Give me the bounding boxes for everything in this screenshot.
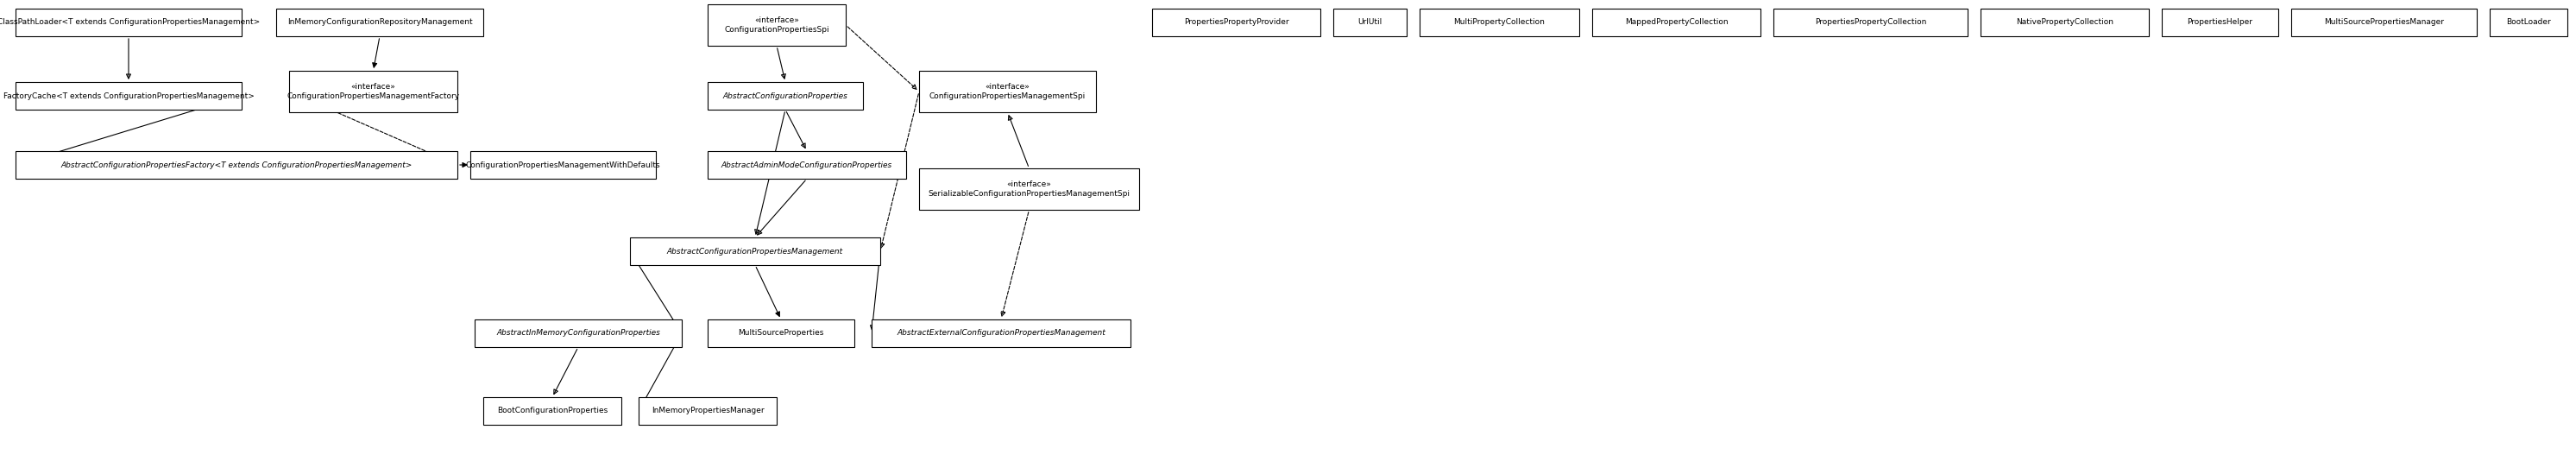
Text: PropertiesPropertyProvider: PropertiesPropertyProvider: [1185, 18, 1288, 27]
Text: «interface»
ConfigurationPropertiesManagementSpi: «interface» ConfigurationPropertiesManag…: [930, 83, 1084, 100]
Text: UrlUtil: UrlUtil: [1358, 18, 1383, 27]
Text: PropertiesPropertyCollection: PropertiesPropertyCollection: [1814, 18, 1927, 27]
Text: BootLoader: BootLoader: [2506, 18, 2550, 27]
Text: FactoryCache<T extends ConfigurationPropertiesManagement>: FactoryCache<T extends ConfigurationProp…: [3, 92, 255, 100]
Text: AbstractExternalConfigurationPropertiesManagement: AbstractExternalConfigurationPropertiesM…: [896, 329, 1105, 337]
Text: MultiPropertyCollection: MultiPropertyCollection: [1453, 18, 1546, 27]
Bar: [1334, 9, 1406, 36]
Text: MappedPropertyCollection: MappedPropertyCollection: [1625, 18, 1728, 27]
Text: AbstractConfigurationPropertiesFactory<T extends ConfigurationPropertiesManageme: AbstractConfigurationPropertiesFactory<T…: [62, 161, 412, 169]
Text: AbstractInMemoryConfigurationProperties: AbstractInMemoryConfigurationProperties: [497, 329, 659, 337]
Bar: [15, 82, 242, 109]
Bar: [1151, 9, 1321, 36]
Text: «interface»
ConfigurationPropertiesManagementFactory: «interface» ConfigurationPropertiesManag…: [286, 83, 459, 100]
Bar: [484, 397, 621, 425]
Bar: [471, 151, 657, 179]
Bar: [2161, 9, 2277, 36]
Text: AbstractAdminModeConfigurationProperties: AbstractAdminModeConfigurationProperties: [721, 161, 891, 169]
Bar: [1419, 9, 1579, 36]
Text: BootConfigurationProperties: BootConfigurationProperties: [497, 407, 608, 415]
Bar: [708, 82, 863, 109]
Bar: [1592, 9, 1759, 36]
Text: «interface»
ConfigurationPropertiesSpi: «interface» ConfigurationPropertiesSpi: [724, 17, 829, 33]
Bar: [708, 151, 907, 179]
Bar: [920, 71, 1095, 112]
Text: InMemoryConfigurationRepositoryManagement: InMemoryConfigurationRepositoryManagemen…: [286, 18, 471, 27]
Text: InMemoryPropertiesManager: InMemoryPropertiesManager: [652, 407, 765, 415]
Bar: [2290, 9, 2476, 36]
Text: ClassPathLoader<T extends ConfigurationPropertiesManagement>: ClassPathLoader<T extends ConfigurationP…: [0, 18, 260, 27]
Text: AbstractConfigurationPropertiesManagement: AbstractConfigurationPropertiesManagemen…: [667, 247, 842, 255]
Text: «interface»
SerializableConfigurationPropertiesManagementSpi: «interface» SerializableConfigurationPro…: [927, 181, 1131, 198]
Bar: [631, 237, 881, 265]
Bar: [871, 319, 1131, 347]
Bar: [15, 151, 459, 179]
Bar: [708, 4, 845, 46]
Bar: [1772, 9, 1968, 36]
Bar: [15, 9, 242, 36]
Text: PropertiesHelper: PropertiesHelper: [2187, 18, 2254, 27]
Bar: [920, 168, 1139, 210]
Text: NativePropertyCollection: NativePropertyCollection: [2017, 18, 2112, 27]
Text: AbstractConfigurationProperties: AbstractConfigurationProperties: [724, 92, 848, 100]
Bar: [289, 71, 459, 112]
Bar: [474, 319, 683, 347]
Text: ConfigurationPropertiesManagementWithDefaults: ConfigurationPropertiesManagementWithDef…: [466, 161, 659, 169]
Text: MultiSourcePropertiesManager: MultiSourcePropertiesManager: [2324, 18, 2445, 27]
Text: MultiSourceProperties: MultiSourceProperties: [739, 329, 824, 337]
Bar: [639, 397, 778, 425]
Bar: [1981, 9, 2148, 36]
Bar: [708, 319, 855, 347]
Bar: [2488, 9, 2568, 36]
Bar: [276, 9, 484, 36]
